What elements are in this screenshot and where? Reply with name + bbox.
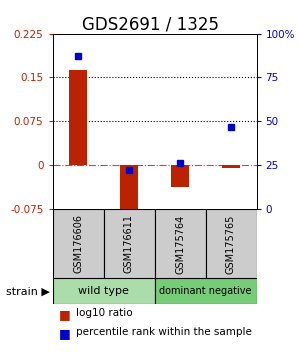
- Text: GDS2691 / 1325: GDS2691 / 1325: [82, 16, 218, 34]
- Bar: [69, 70, 87, 165]
- Text: dominant negative: dominant negative: [159, 286, 252, 296]
- Text: wild type: wild type: [78, 286, 129, 296]
- Text: GSM176606: GSM176606: [73, 215, 83, 273]
- Text: GSM175765: GSM175765: [226, 215, 236, 274]
- Text: GSM176611: GSM176611: [124, 215, 134, 273]
- Bar: [52, 209, 104, 278]
- Bar: [52, 278, 154, 304]
- Text: GSM175764: GSM175764: [175, 215, 185, 274]
- Bar: [171, 165, 189, 187]
- Bar: [103, 209, 154, 278]
- Text: strain ▶: strain ▶: [6, 286, 50, 296]
- Bar: [154, 278, 256, 304]
- Text: ■: ■: [58, 327, 70, 341]
- Bar: [120, 165, 138, 213]
- Text: percentile rank within the sample: percentile rank within the sample: [76, 327, 252, 337]
- Text: log10 ratio: log10 ratio: [76, 308, 133, 318]
- Bar: [206, 209, 256, 278]
- Bar: [154, 209, 206, 278]
- Bar: [222, 165, 240, 168]
- Text: ■: ■: [58, 308, 70, 321]
